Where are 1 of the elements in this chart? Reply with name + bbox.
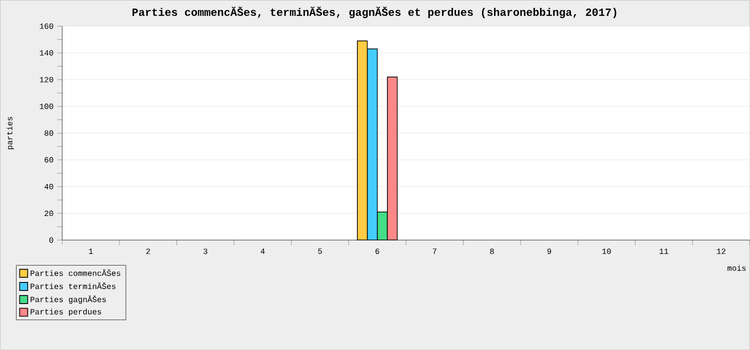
chart-title: Parties commencĂŠes, terminĂŠes, gagnĂŠes et perdues (sharonebbinga, 2017) <box>132 6 616 18</box>
